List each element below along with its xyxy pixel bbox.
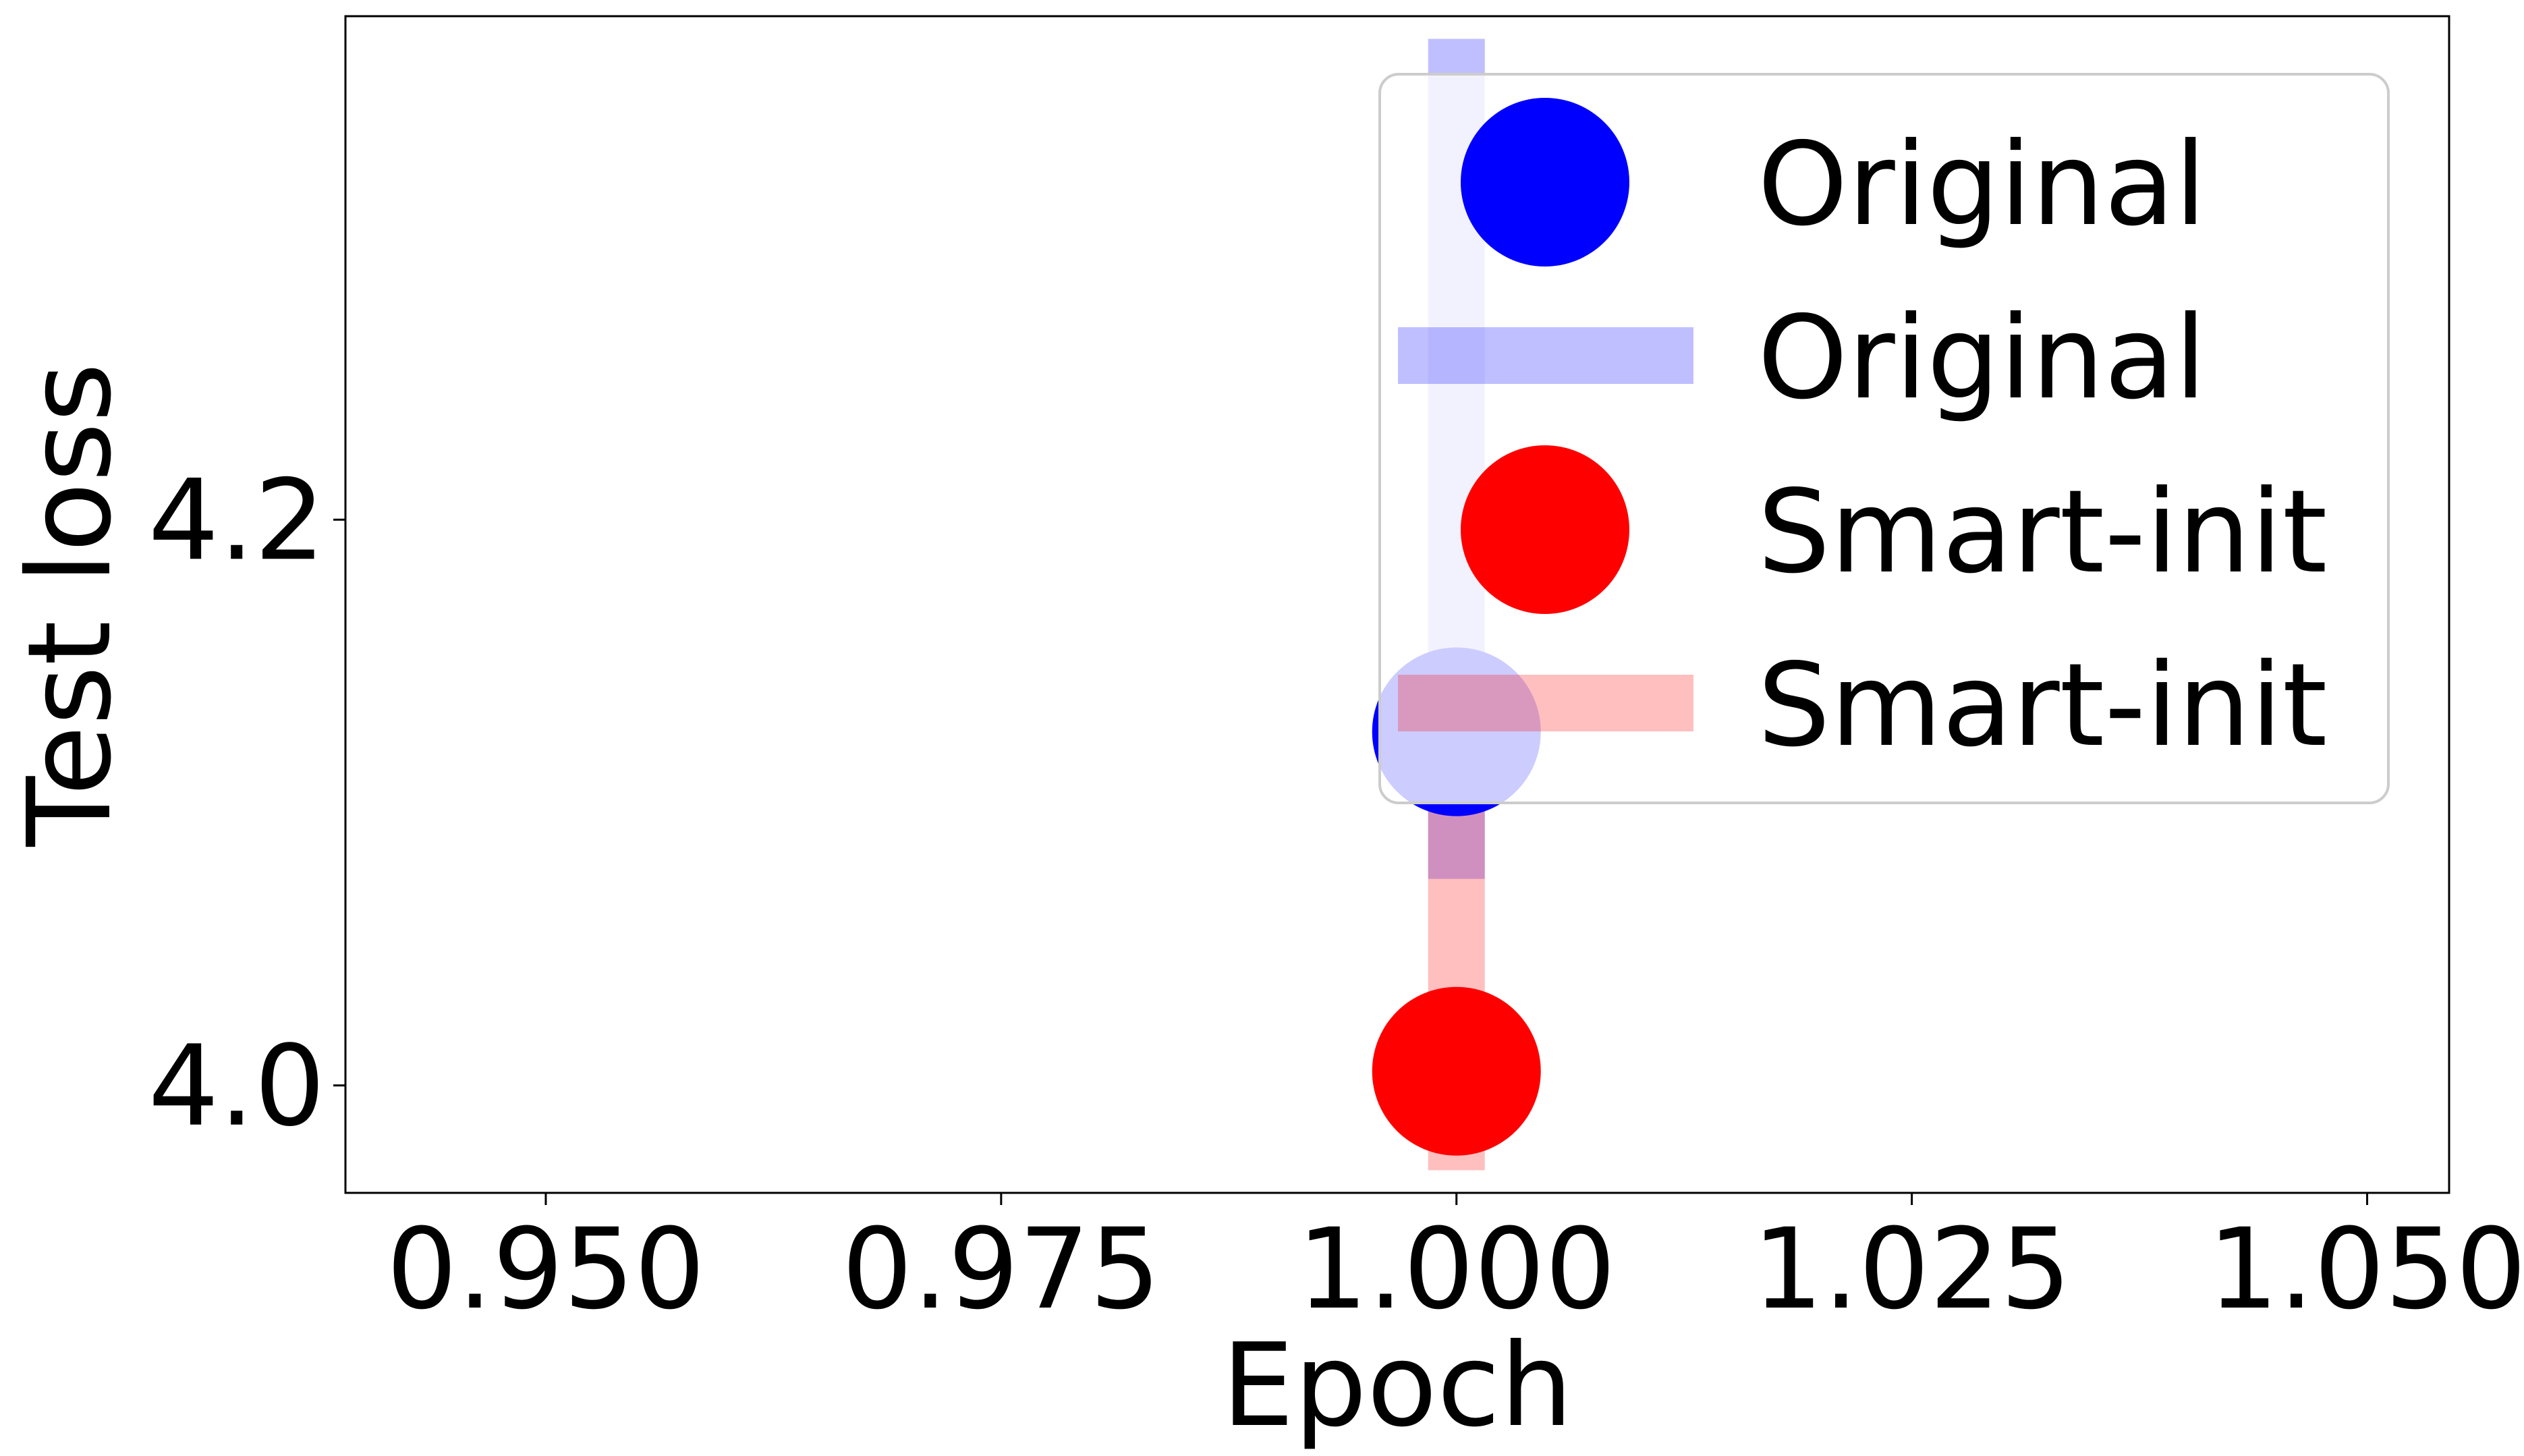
axes-frame [344, 15, 2450, 1194]
legend-band-swatch [1398, 675, 1693, 731]
x-tick-label: 0.975 [842, 1204, 1160, 1334]
legend-label: Smart-init [1758, 466, 2327, 599]
legend-box [1378, 73, 2390, 804]
legend-label: Original [1758, 291, 2206, 425]
x-tick-label: 1.000 [1297, 1204, 1616, 1334]
legend: Original Original Smart-init Smart-init [1378, 73, 2390, 804]
legend-label: Original [1758, 118, 2206, 252]
legend-marker [1461, 445, 1629, 614]
x-tick-label: 1.025 [1752, 1204, 2071, 1334]
data-point-1-0 [1372, 986, 1541, 1156]
y-tick-label: 4.2 [148, 455, 325, 585]
legend-marker [1461, 98, 1629, 267]
legend-band-swatch [1398, 327, 1693, 384]
y-tick-label: 4.0 [148, 1021, 325, 1151]
x-tick-label: 1.050 [2208, 1204, 2524, 1334]
legend-label: Smart-init [1758, 639, 2327, 773]
x-tick-label: 0.950 [387, 1204, 705, 1334]
y-axis-label: Test loss [3, 362, 137, 847]
axis-ticks: 0.950 0.975 1.000 1.025 1.050 4.0 4.2 [148, 455, 2524, 1334]
x-axis-label: Epoch [1222, 1319, 1573, 1453]
